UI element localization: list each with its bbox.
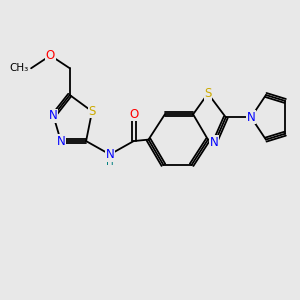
- Text: N: N: [247, 111, 255, 124]
- Text: CH₃: CH₃: [9, 63, 28, 73]
- Text: H: H: [106, 157, 114, 167]
- Text: N: N: [209, 136, 218, 149]
- Text: N: N: [49, 109, 58, 122]
- Text: S: S: [88, 105, 96, 118]
- Text: N: N: [57, 135, 66, 148]
- Text: N: N: [106, 148, 114, 161]
- Text: O: O: [46, 49, 55, 62]
- Text: O: O: [129, 108, 138, 121]
- Text: S: S: [204, 87, 211, 100]
